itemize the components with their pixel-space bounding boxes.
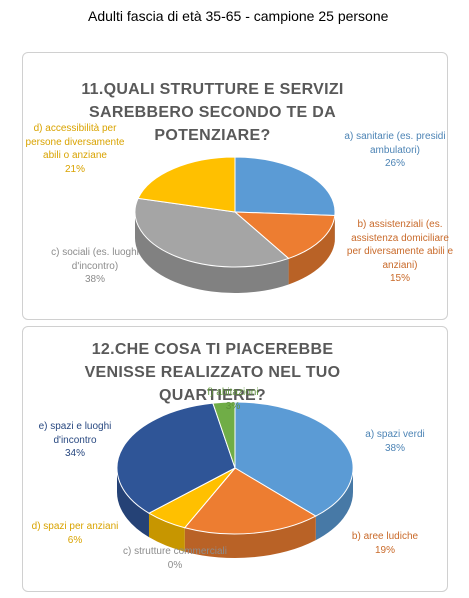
pie-slice (233, 211, 336, 260)
slice-label: f) abitazioni (207, 387, 259, 398)
pie-slice (134, 197, 290, 268)
slice-value-label: 34% (64, 448, 85, 459)
chart-frame (22, 52, 448, 320)
page-header: Adulti fascia di età 35-65 - campione 25… (88, 8, 389, 24)
pie-slice (183, 467, 317, 535)
slice-label: d) spazi per anziani (31, 521, 119, 532)
slice-value-label: 19% (374, 545, 395, 556)
slice-label: b) assistenziali (es. assistenza domicil… (346, 219, 454, 271)
pie-slice (234, 156, 336, 216)
slice-value-label: 21% (64, 164, 85, 175)
slice-side (288, 215, 335, 285)
chart-title: 11.QUALI STRUTTURE E SERVIZI SAREBBERO S… (81, 81, 344, 145)
slice-label: c) sociali (es. luoghi d'incontro) (51, 247, 139, 272)
slice-value-label: 0% (167, 560, 183, 571)
slice-label: c) strutture commerciali (123, 546, 227, 557)
slice-value-label: 15% (389, 273, 410, 284)
slice-label: a) sanitarie (es. presidi ambulatori) (344, 131, 446, 156)
chart-title: 12.CHE COSA TI PIACEREBBE VENISSE REALIZ… (84, 341, 341, 405)
slice-value-label: 38% (384, 443, 405, 454)
slice-side (117, 468, 149, 538)
slice-label: b) aree ludiche (351, 531, 419, 542)
slice-side (184, 516, 316, 558)
slice-value-label: 38% (84, 274, 105, 285)
slice-value-label: 26% (384, 158, 405, 169)
pie-slice (137, 156, 236, 213)
pie-slice (234, 401, 354, 517)
slice-value-label: 6% (67, 535, 83, 546)
pie-slice (212, 401, 236, 469)
pie-slice (116, 402, 236, 514)
slice-side (148, 513, 185, 552)
slice-label: d) accessibilità per persone diversament… (25, 123, 125, 161)
slice-label: e) spazi e luoghi d'incontro (38, 421, 112, 446)
slice-side (135, 212, 289, 293)
chart-frame (22, 326, 448, 592)
slice-value-label: 3% (225, 401, 241, 412)
slice-label: a) spazi verdi (365, 429, 425, 440)
